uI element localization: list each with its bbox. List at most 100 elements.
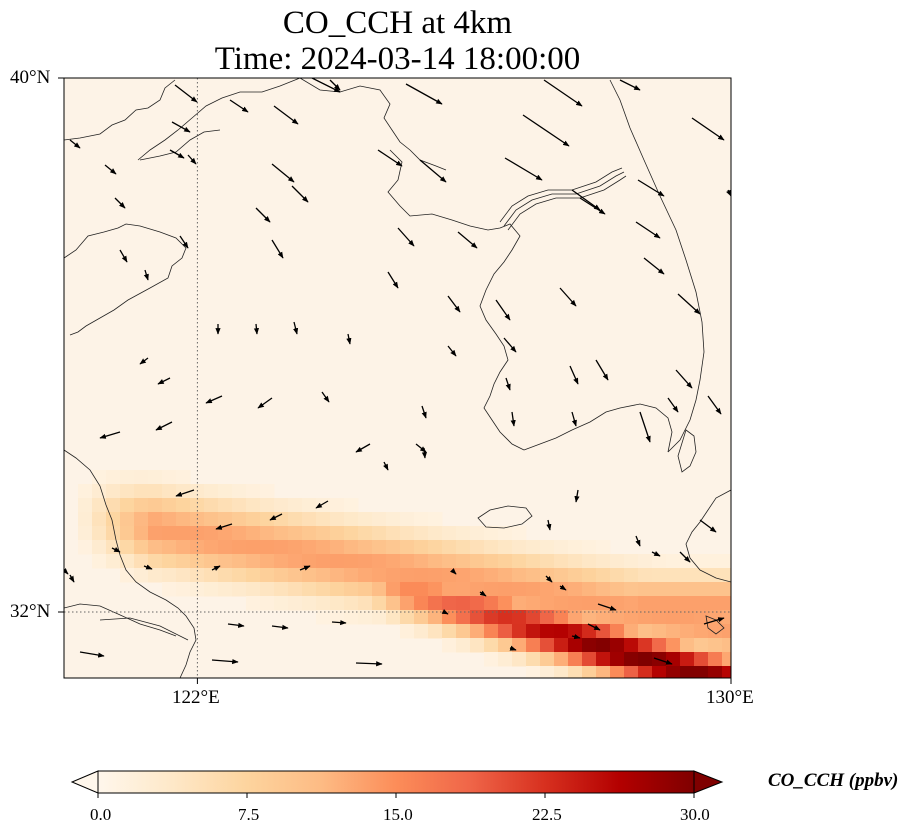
- wind-arrow: [355, 661, 383, 667]
- concentration-cell: [428, 582, 443, 597]
- concentration-cell: [428, 540, 443, 555]
- concentration-cell: [694, 610, 709, 625]
- concentration-cell: [176, 526, 191, 541]
- concentration-cell: [330, 554, 345, 569]
- concentration-cell: [288, 512, 303, 527]
- concentration-cell: [484, 582, 499, 597]
- wind-arrow: [546, 519, 552, 531]
- concentration-cell: [120, 540, 135, 555]
- concentration-cell: [526, 554, 541, 569]
- concentration-cell: [120, 568, 135, 583]
- gridlines: [64, 78, 731, 678]
- concentration-cell: [330, 498, 345, 513]
- concentration-cell: [498, 526, 513, 541]
- concentration-cell: [498, 596, 513, 611]
- concentration-cell: [400, 610, 415, 625]
- wind-arrow: [505, 377, 511, 391]
- concentration-cell: [148, 498, 163, 513]
- wind-arrow: [639, 411, 651, 443]
- concentration-cell: [288, 498, 303, 513]
- concentration-cell: [162, 554, 177, 569]
- concentration-cell: [582, 568, 597, 583]
- concentration-cell: [78, 526, 93, 541]
- concentration-cell: [540, 540, 555, 555]
- concentration-cell: [540, 638, 555, 653]
- concentration-cell: [694, 596, 709, 611]
- concentration-cell: [134, 484, 149, 499]
- concentration-cell: [344, 540, 359, 555]
- wind-arrow: [635, 535, 641, 547]
- concentration-cell: [428, 512, 443, 527]
- concentration-cell: [526, 638, 541, 653]
- concentration-cell: [484, 540, 499, 555]
- concentration-cell: [414, 512, 429, 527]
- wind-arrow: [269, 513, 283, 521]
- concentration-cell: [638, 666, 653, 678]
- wind-arrow: [69, 139, 81, 149]
- concentration-cell: [652, 582, 667, 597]
- concentration-cell: [134, 568, 149, 583]
- wind-arrow: [397, 227, 415, 247]
- concentration-cell: [288, 596, 303, 611]
- concentration-cell: [372, 540, 387, 555]
- concentration-cell: [456, 610, 471, 625]
- concentration-cell: [498, 610, 513, 625]
- concentration-cell: [624, 624, 639, 639]
- concentration-cell: [106, 470, 121, 485]
- concentration-cell: [302, 554, 317, 569]
- concentration-cell: [316, 568, 331, 583]
- axis-ticks: [58, 77, 732, 684]
- concentration-cell: [358, 540, 373, 555]
- concentration-cell: [316, 526, 331, 541]
- concentration-cell: [120, 512, 135, 527]
- concentration-cell: [400, 512, 415, 527]
- wind-arrow: [175, 489, 195, 497]
- lat-tick-40: 40°N: [10, 67, 51, 88]
- concentration-cell: [246, 554, 261, 569]
- concentration-cell: [232, 568, 247, 583]
- concentration-cell: [638, 652, 653, 667]
- concentration-cell: [344, 582, 359, 597]
- concentration-cell: [358, 512, 373, 527]
- concentration-cell: [568, 652, 583, 667]
- concentration-cell: [120, 526, 135, 541]
- concentration-cell: [204, 554, 219, 569]
- wind-arrow: [227, 622, 245, 628]
- concentration-cell: [344, 526, 359, 541]
- concentration-cell: [624, 554, 639, 569]
- concentration-cell: [680, 596, 695, 611]
- wind-arrow: [174, 84, 198, 103]
- concentration-cell: [344, 554, 359, 569]
- lon-tick-122: 122°E: [172, 687, 220, 708]
- concentration-cell: [666, 610, 681, 625]
- concentration-cell: [428, 624, 443, 639]
- wind-arrow: [157, 377, 171, 385]
- colorbar-tick-2: 15.0: [383, 805, 413, 824]
- wind-arrow: [155, 421, 173, 431]
- concentration-cell: [302, 512, 317, 527]
- concentration-cell: [120, 484, 135, 499]
- concentration-cell: [456, 624, 471, 639]
- concentration-cell: [470, 540, 485, 555]
- concentration-cell: [512, 624, 527, 639]
- concentration-cell: [610, 624, 625, 639]
- concentration-cell: [260, 554, 275, 569]
- concentration-cell: [400, 540, 415, 555]
- concentration-cell: [176, 568, 191, 583]
- wind-arrow: [273, 105, 299, 125]
- concentration-cell: [176, 498, 191, 513]
- concentration-cell: [582, 638, 597, 653]
- wind-arrow: [68, 574, 75, 583]
- concentration-cell: [176, 582, 191, 597]
- concentration-cell: [316, 554, 331, 569]
- wind-arrow: [211, 658, 239, 665]
- concentration-cell: [106, 554, 121, 569]
- concentration-cell: [456, 554, 471, 569]
- concentration-cell: [540, 554, 555, 569]
- concentration-cell: [722, 596, 731, 611]
- concentration-cell: [288, 540, 303, 555]
- concentration-cell: [330, 540, 345, 555]
- wind-arrow: [179, 235, 189, 249]
- concentration-cell: [316, 596, 331, 611]
- wind-arrow: [559, 584, 567, 591]
